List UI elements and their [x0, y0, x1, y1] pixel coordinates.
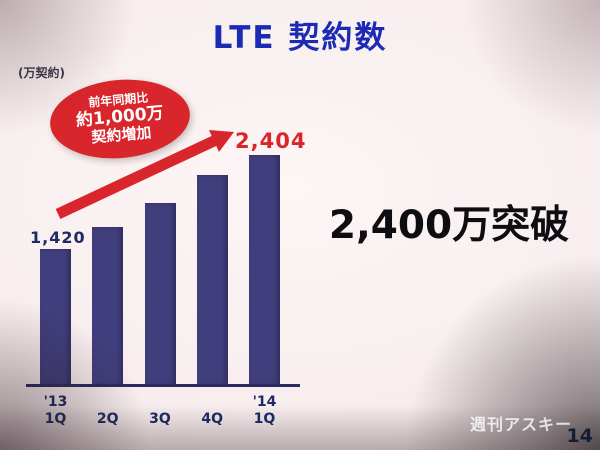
first-bar-value-label: 1,420 [30, 228, 86, 247]
x-axis-line [26, 384, 300, 387]
bar-13-2q [92, 227, 124, 385]
x-label-3q: 3Q [149, 411, 171, 428]
bar-13-1q [40, 249, 71, 385]
page-number: 14 [566, 425, 593, 447]
x-label-4q: 4Q [201, 411, 224, 428]
x-axis-labels: '13 1Q 2Q 3Q 4Q '14 1Q [40, 390, 280, 428]
growth-arrow-icon [55, 130, 234, 219]
last-bar-value-label: 2,404 [235, 129, 307, 153]
bar-13-3q [144, 203, 176, 385]
watermark-text: 週刊アスキー [469, 415, 572, 434]
bar-14-1q [249, 155, 280, 385]
x-label-2q: 2Q [96, 411, 119, 428]
y-axis-unit-label: (万契約) [18, 66, 65, 80]
x-label-14-1q: '14 1Q [252, 394, 277, 428]
slide-title: LTE 契約数 [212, 20, 388, 56]
milestone-highlight-text: 2,400万突破 [328, 203, 570, 248]
x-label-13-1q: '13 1Q [43, 394, 68, 428]
